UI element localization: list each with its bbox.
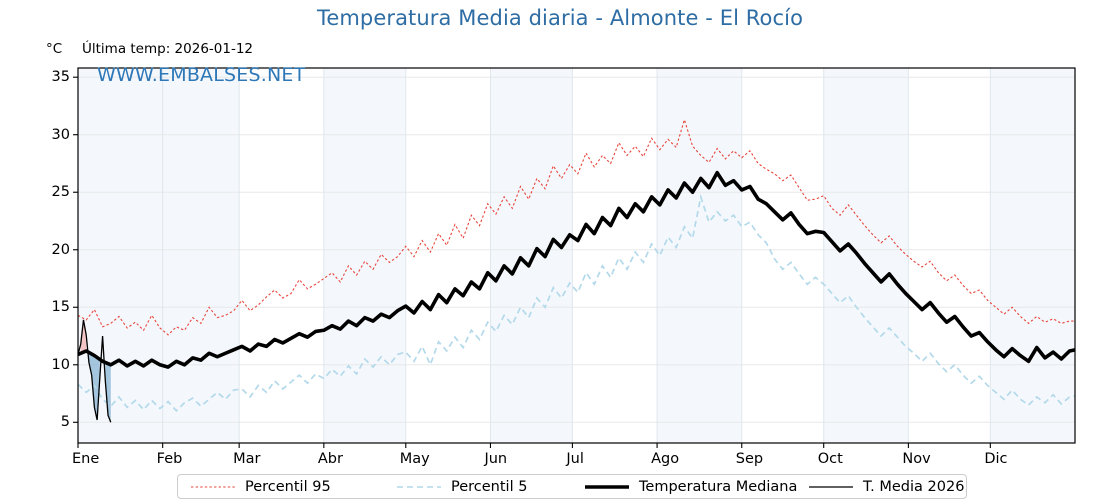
series-temperatura-mediana (77, 170, 1076, 369)
legend-label: Percentil 5 (451, 478, 528, 495)
series-t-media-2026 (77, 319, 112, 423)
series-percentil-5 (77, 193, 1076, 413)
y-tick-label: 30 (51, 126, 70, 143)
legend-swatch-solid (809, 485, 853, 488)
x-tick-label: Dic (984, 451, 1008, 467)
legend-label: T. Media 2026 (863, 478, 965, 495)
y-tick-label: 5 (60, 414, 70, 431)
x-tick-label: Jun (484, 451, 508, 467)
month-band (657, 68, 742, 443)
x-tick-label: Jul (566, 451, 584, 467)
month-band (990, 68, 1075, 443)
legend-entry: Percentil 5 (396, 475, 527, 498)
chart-title: Temperatura Media diaria - Almonte - El … (316, 6, 804, 30)
y-tick-label: 10 (51, 356, 70, 373)
x-tick-label: Mar (233, 451, 261, 467)
x-tick-label: May (399, 451, 430, 467)
last-temp-subtitle: Última temp: 2026-01-12 (82, 41, 254, 57)
x-tick-label: Feb (156, 451, 183, 467)
legend-swatch-solid (585, 484, 629, 489)
month-band (490, 68, 573, 443)
legend-entry: Percentil 95 (190, 475, 331, 498)
legend-entry: Temperatura Mediana (584, 475, 797, 498)
month-band (323, 68, 406, 443)
x-tick-label: Nov (902, 451, 931, 467)
axes-frame (77, 67, 1076, 444)
legend-entry: T. Media 2026 (808, 475, 964, 498)
x-tick-label: Oct (817, 451, 843, 467)
month-band (823, 68, 909, 443)
chart-legend: Percentil 95 Percentil 5 Temperatura Media… (177, 474, 967, 499)
y-tick-label: 20 (51, 241, 70, 258)
y-tick-label: 35 (51, 69, 70, 86)
y-axis-unit-label: °C (46, 41, 63, 57)
legend-swatch-dashed (397, 485, 441, 488)
series-percentil-95 (77, 117, 1075, 336)
legend-label: Temperatura Mediana (639, 478, 798, 495)
x-tick-label: Ago (651, 451, 680, 467)
site-watermark: WWW.EMBALSES.NET (97, 64, 306, 86)
x-tick-label: Ene (72, 451, 100, 467)
legend-label: Percentil 95 (245, 478, 331, 495)
legend-swatch-dotted (191, 486, 235, 487)
y-tick-label: 15 (51, 299, 70, 316)
x-tick-label: Sep (735, 451, 764, 467)
y-tick-label: 25 (51, 184, 70, 201)
x-tick-label: Abr (317, 451, 343, 467)
month-band (78, 68, 163, 443)
anomaly-fill-below (105, 362, 111, 423)
month-band (162, 68, 240, 443)
